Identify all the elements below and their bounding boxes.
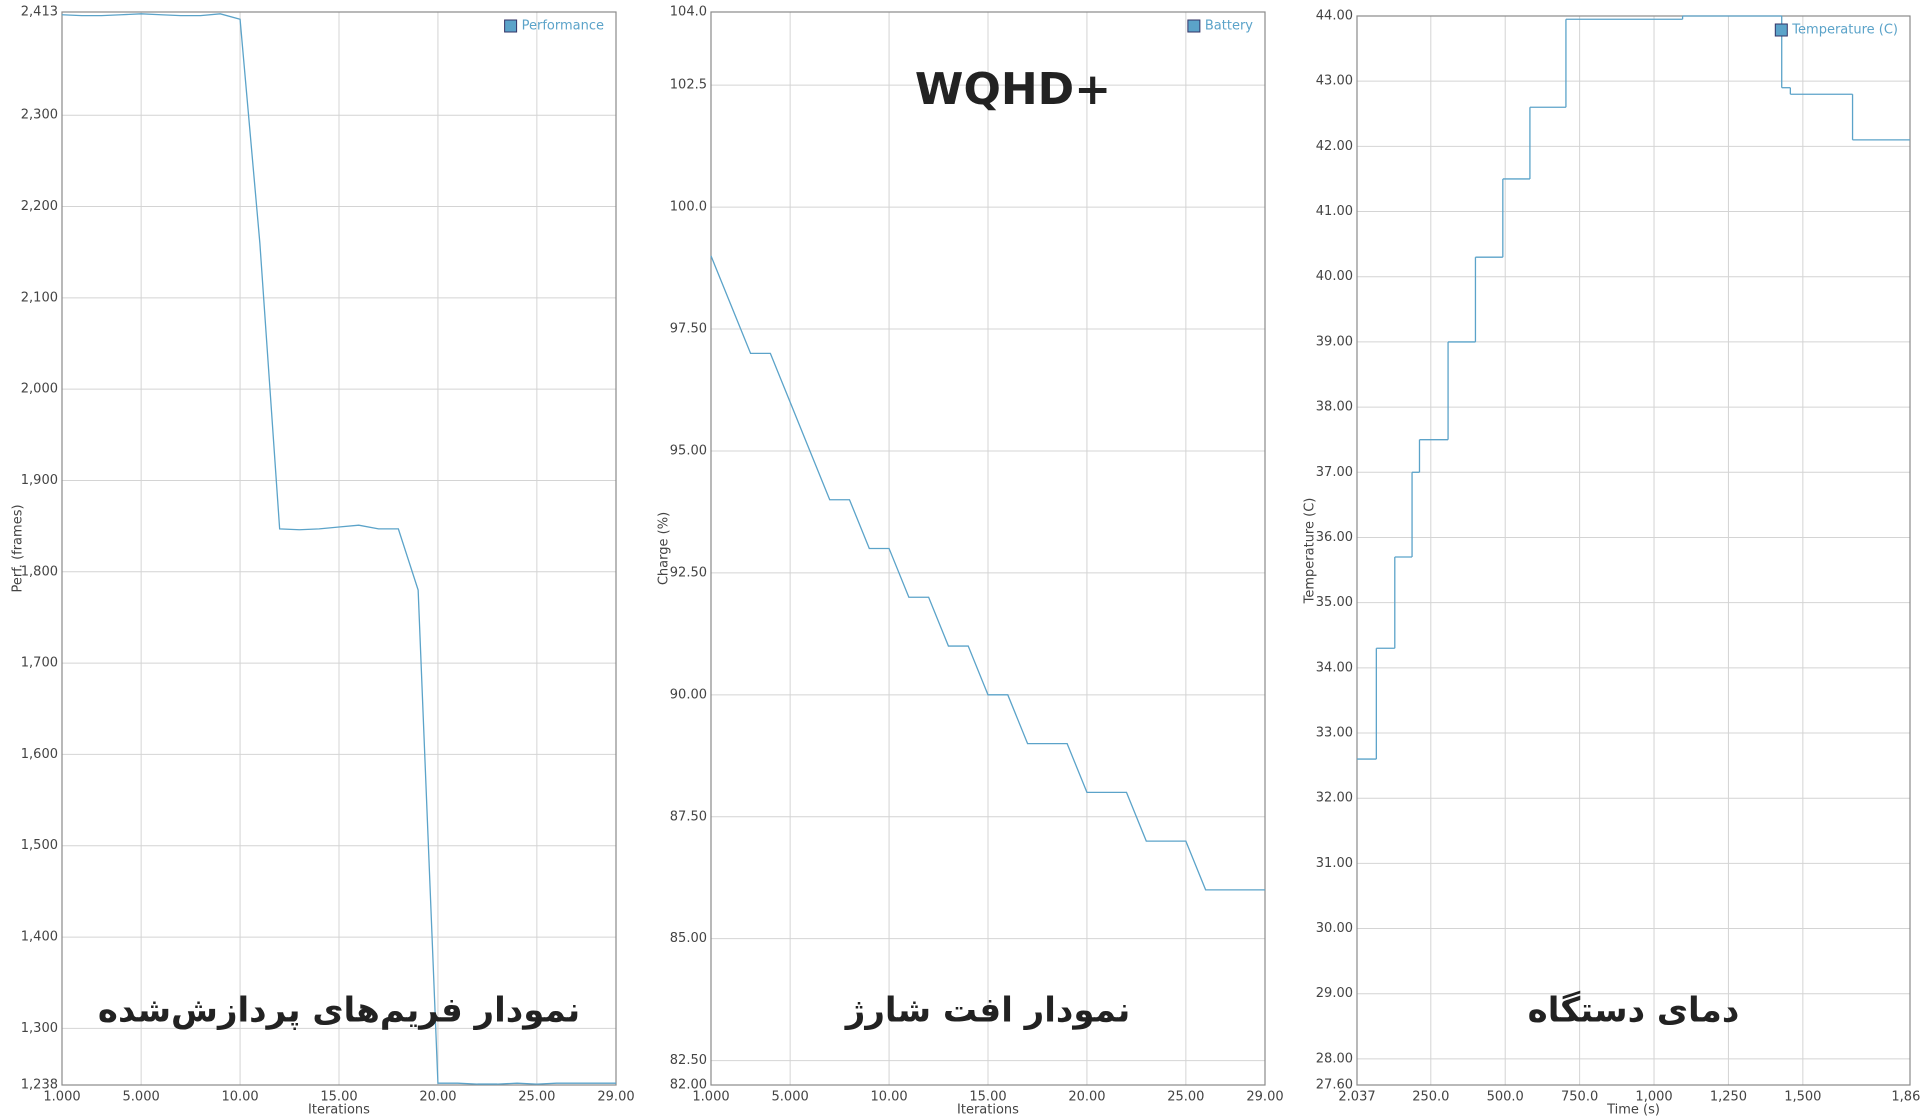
y-tick-label: 85.00 [670, 931, 707, 946]
chart-panel: 1,238 1,300 1,400 1,500 1,600 1,700 1,800 1,900… [11, 5, 635, 1116]
y-axis-label: Charge (%) [657, 512, 672, 585]
x-tick-label: 1,500 [1784, 1090, 1821, 1105]
y-tick-label: 33.00 [1316, 726, 1353, 741]
x-tick-label: 15.00 [320, 1090, 357, 1105]
y-tick-label: 1,900 [21, 473, 58, 488]
x-tick-label: 5.000 [123, 1090, 160, 1105]
x-axis-label: Time (s) [1606, 1103, 1660, 1116]
y-tick-label: 35.00 [1316, 595, 1353, 610]
y-tick-label: 29.00 [1316, 986, 1353, 1001]
x-tick-label: 29.00 [597, 1090, 634, 1105]
y-tick-label: 92.50 [670, 565, 707, 580]
y-tick-label: 43.00 [1316, 74, 1353, 89]
y-tick-label: 2,200 [21, 199, 58, 214]
y-tick-label: 40.00 [1316, 269, 1353, 284]
x-tick-label: 20.00 [1068, 1090, 1105, 1105]
y-tick-label: 95.00 [670, 443, 707, 458]
y-tick-label: 2,413 [21, 5, 58, 20]
x-tick-label: 250.0 [1412, 1090, 1449, 1105]
y-tick-label: 28.00 [1316, 1051, 1353, 1066]
y-tick-label: 90.00 [670, 687, 707, 702]
y-axis-label: Temperature (C) [1303, 498, 1318, 605]
plot-frame [710, 11, 1266, 1086]
y-tick-label: 31.00 [1316, 856, 1353, 871]
y-tick-label: 100.0 [670, 200, 707, 215]
x-tick-label: 15.00 [969, 1090, 1006, 1105]
x-tick-label: 29.00 [1246, 1090, 1283, 1105]
y-tick-label: 27.60 [1316, 1078, 1353, 1093]
chart-panel: 82.00 82.50 85.00 87.50 90.00 92.50 95.00 97.50… [657, 5, 1284, 1116]
data-line [710, 255, 1265, 891]
y-tick-label: 34.00 [1316, 660, 1353, 675]
x-axis-label: Iterations [957, 1103, 1019, 1116]
x-axis-label: Iterations [308, 1103, 370, 1116]
x-tick-label: 25.00 [1167, 1090, 1204, 1105]
legend-label: Temperature (C) [1791, 23, 1898, 38]
legend-label: Battery [1205, 19, 1253, 34]
x-tick-label: 10.00 [870, 1090, 907, 1105]
y-tick-label: 41.00 [1316, 204, 1353, 219]
x-tick-label: 1.000 [692, 1090, 729, 1105]
x-tick-label: 5.000 [772, 1090, 809, 1105]
y-tick-label: 102.5 [670, 78, 707, 93]
y-tick-label: 82.50 [670, 1053, 707, 1068]
y-tick-label: 37.00 [1316, 465, 1353, 480]
plot-frame [61, 11, 617, 1086]
y-tick-label: 36.00 [1316, 530, 1353, 545]
y-tick-label: 1,500 [21, 838, 58, 853]
y-tick-label: 32.00 [1316, 791, 1353, 806]
x-tick-label: 1,000 [1635, 1090, 1672, 1105]
y-tick-label: 82.00 [670, 1078, 707, 1093]
y-tick-label: 1,700 [21, 656, 58, 671]
y-tick-label: 2,000 [21, 382, 58, 397]
y-tick-label: 97.50 [670, 322, 707, 337]
x-tick-label: 500.0 [1487, 1090, 1524, 1105]
legend-swatch [1187, 19, 1201, 33]
chart-title: WQHD+ [915, 64, 1111, 115]
y-tick-label: 1,600 [21, 747, 58, 762]
y-tick-label: 2,100 [21, 290, 58, 305]
annotation: نمودار فریم‌های پردازش‌شده [98, 991, 580, 1031]
y-tick-label: 44.00 [1316, 9, 1353, 24]
x-tick-label: 750.0 [1561, 1090, 1598, 1105]
x-tick-label: 25.00 [518, 1090, 555, 1105]
legend-swatch [504, 19, 518, 33]
x-tick-label: 1,250 [1710, 1090, 1747, 1105]
annotation: دمای دستگاه [1528, 991, 1740, 1031]
y-tick-label: 1,800 [21, 564, 58, 579]
y-tick-label: 38.00 [1316, 400, 1353, 415]
y-tick-label: 39.00 [1316, 334, 1353, 349]
data-line [61, 13, 616, 1085]
y-tick-label: 1,400 [21, 930, 58, 945]
plot-frame [1356, 15, 1911, 1086]
legend-swatch [1774, 23, 1788, 37]
x-tick-label: 1,860 [1891, 1090, 1920, 1105]
legend-label: Performance [522, 19, 604, 34]
y-tick-label: 42.00 [1316, 139, 1353, 154]
x-tick-label: 20.00 [419, 1090, 456, 1105]
y-tick-label: 1,300 [21, 1021, 58, 1036]
y-tick-label: 87.50 [670, 809, 707, 824]
y-axis-label: Perf. (frames) [11, 504, 26, 592]
y-tick-label: 2,300 [21, 108, 58, 123]
y-tick-label: 30.00 [1316, 921, 1353, 936]
x-tick-label: 1.000 [43, 1090, 80, 1105]
y-tick-label: 1,238 [21, 1078, 58, 1093]
x-tick-label: 2.037 [1338, 1090, 1375, 1105]
chart-panel: 27.60 28.00 29.00 30.00 31.00 32.00 33.00 34.00… [1303, 9, 1920, 1116]
y-tick-label: 104.0 [670, 5, 707, 20]
x-tick-label: 10.00 [221, 1090, 258, 1105]
annotation: نمودار افت شارژ [844, 991, 1130, 1031]
